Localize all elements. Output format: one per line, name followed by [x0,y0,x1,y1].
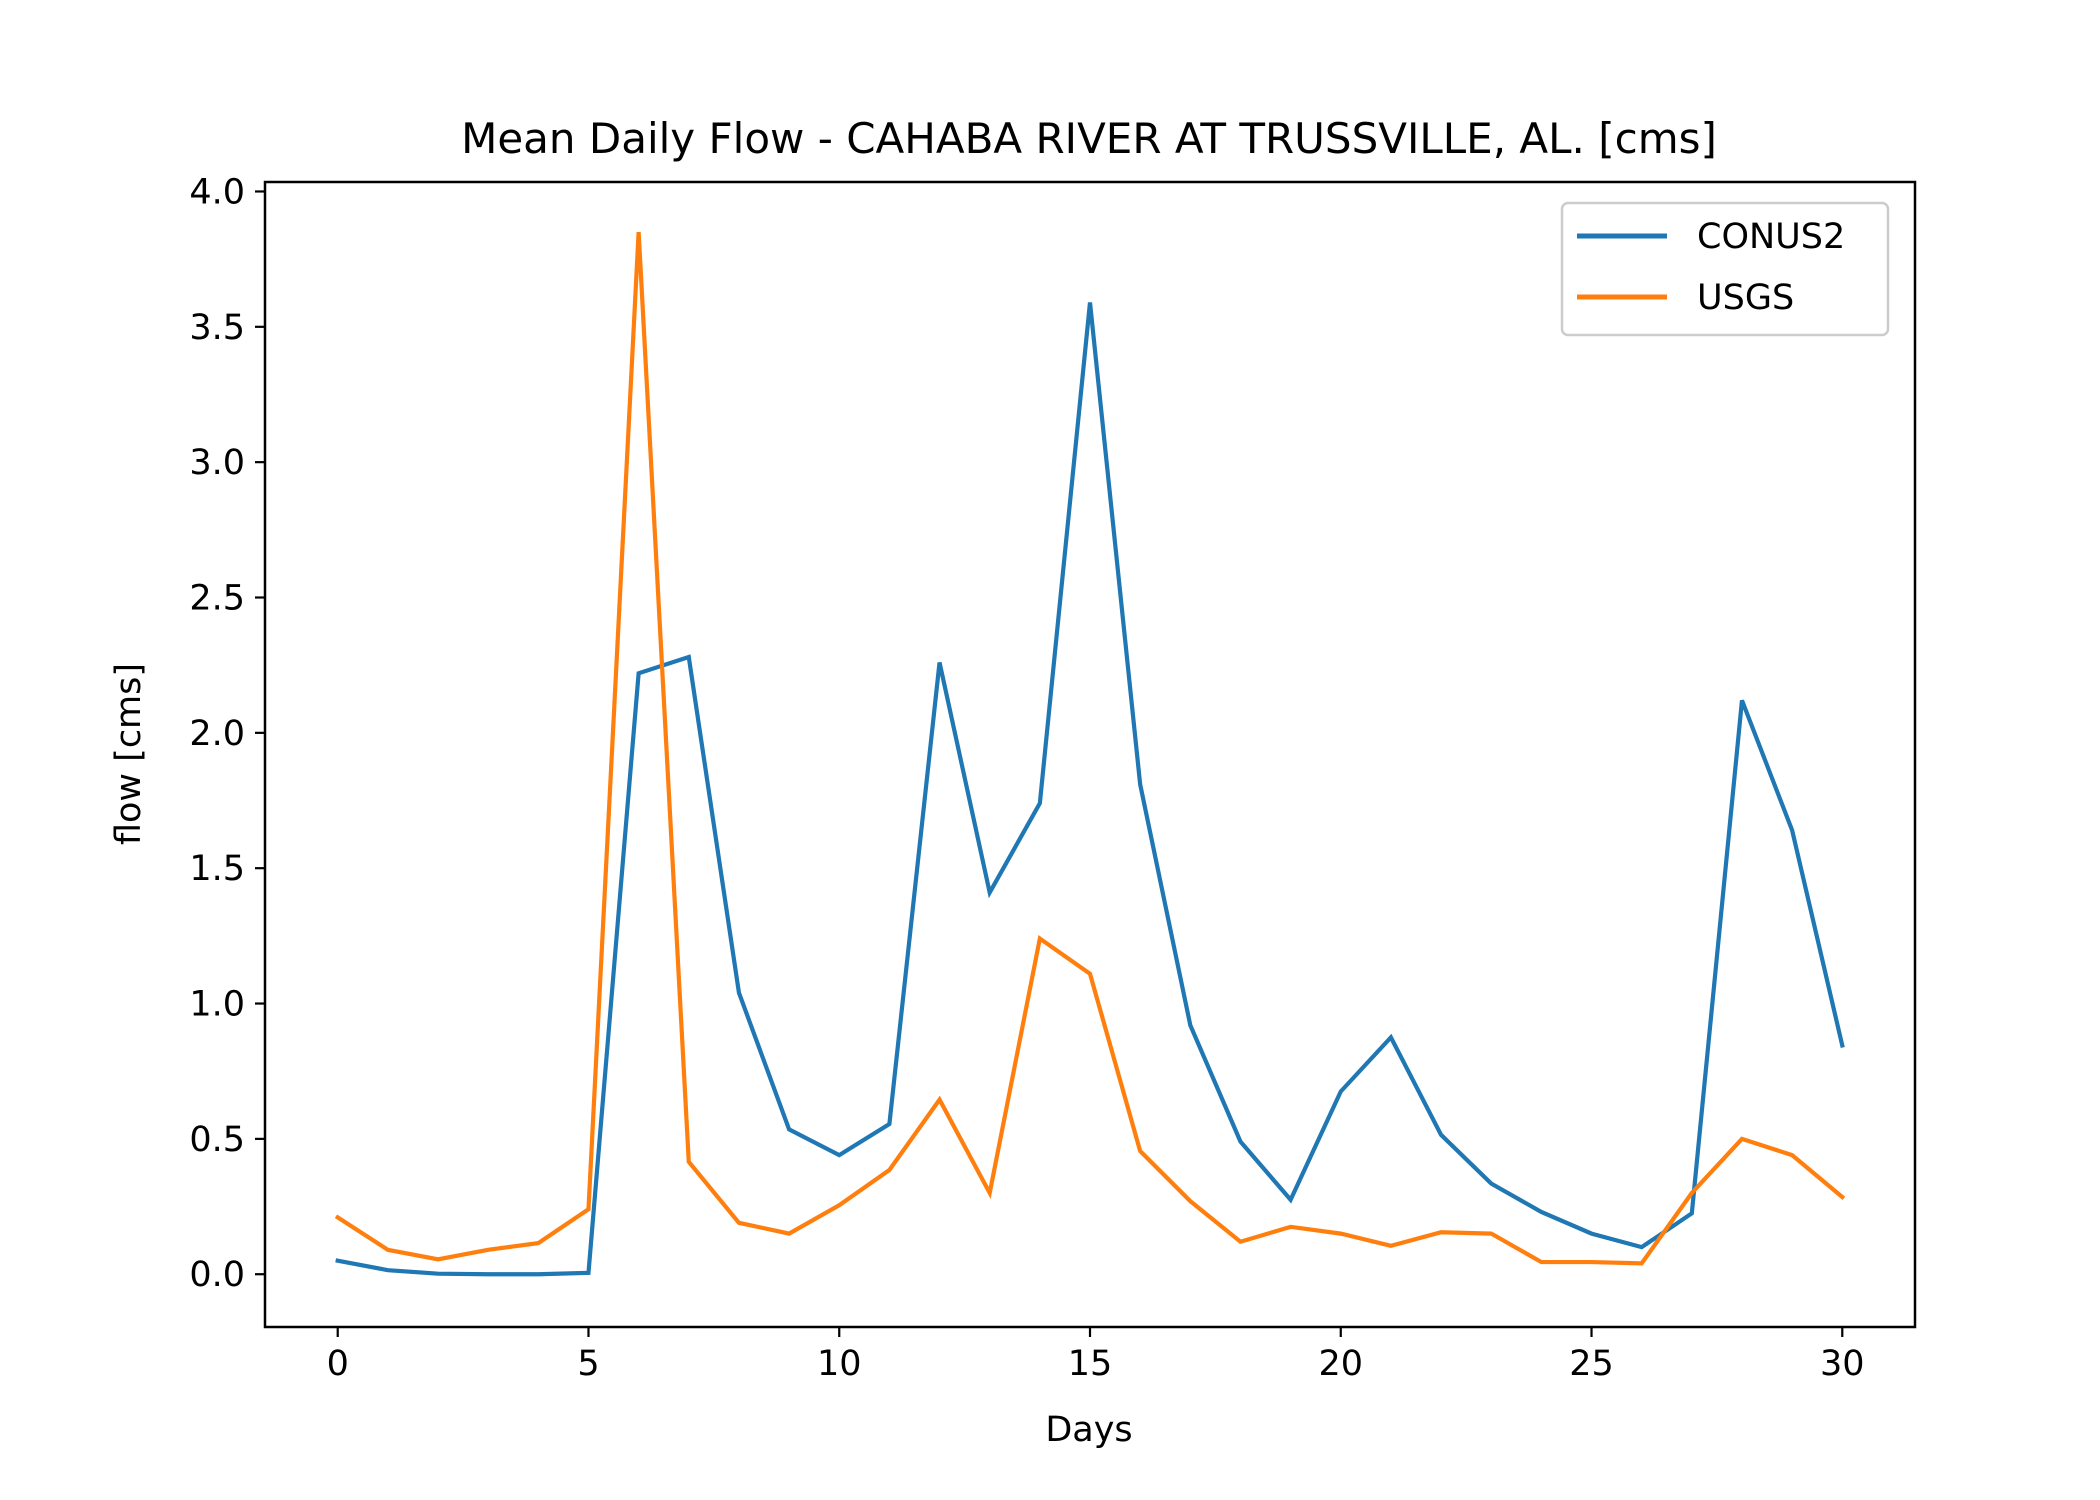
y-tick-label-1: 1.0 [189,985,245,1025]
y-tick-label-1-5: 1.5 [189,849,245,889]
legend-label-usgs: USGS [1697,278,1794,318]
y-tick-label-3: 3.0 [189,443,245,483]
x-tick-label-30: 30 [1820,1344,1865,1384]
x-axis: 0 5 10 15 20 25 30 [327,1327,1865,1384]
legend: CONUS2 USGS [1560,201,1890,337]
plot-area [263,180,1917,1329]
x-tick-label-20: 20 [1318,1344,1363,1384]
plot-background [265,182,1915,1327]
y-tick-label-0: 0.0 [189,1255,245,1295]
y-tick-label-0-5: 0.5 [189,1120,245,1160]
y-axis-label: flow [cms] [109,663,149,845]
x-axis-label: Days [1045,1410,1132,1450]
x-tick-label-0: 0 [327,1344,349,1384]
chart-title: Mean Daily Flow - CAHABA RIVER AT TRUSSV… [461,114,1717,163]
y-tick-label-4: 4.0 [189,172,245,212]
y-tick-label-2: 2.0 [189,714,245,754]
series-layer [334,231,1846,1277]
x-tick-label-25: 25 [1569,1344,1614,1384]
x-tick-label-5: 5 [577,1344,599,1384]
x-tick-label-10: 10 [817,1344,862,1384]
y-tick-label-3-5: 3.5 [189,308,245,348]
x-tick-label-15: 15 [1068,1344,1113,1384]
y-axis: 0.0 0.5 1.0 1.5 2.0 2.5 3.0 3.5 4.0 [189,172,265,1295]
y-tick-label-2-5: 2.5 [189,579,245,619]
legend-label-conus2: CONUS2 [1697,217,1845,257]
